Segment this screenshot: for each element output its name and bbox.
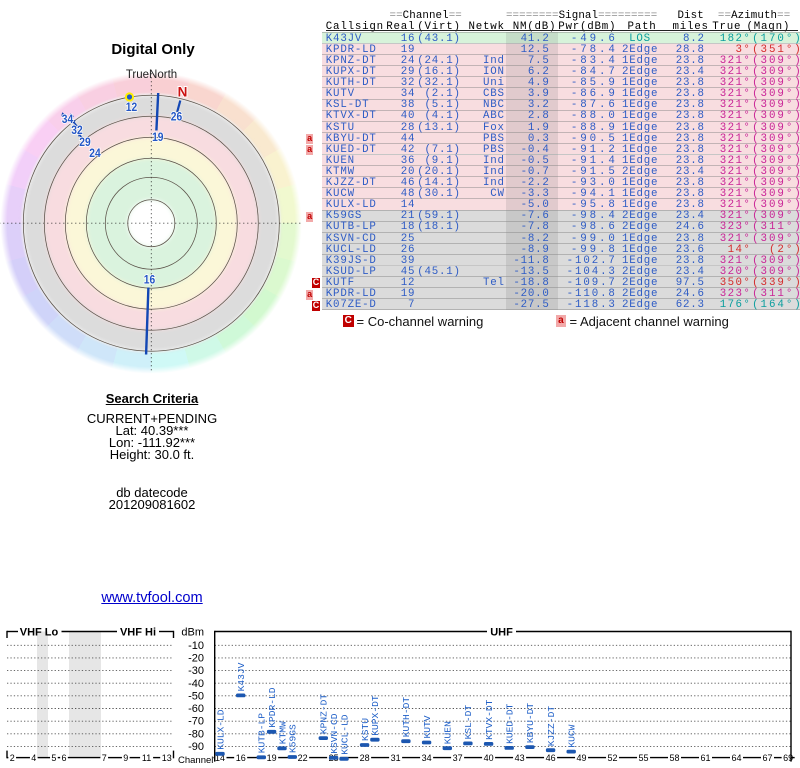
- svg-text:-60: -60: [188, 703, 204, 715]
- svg-text:6: 6: [61, 753, 66, 763]
- svg-text:KSVN-CD: KSVN-CD: [329, 713, 340, 754]
- svg-text:KSTU: KSTU: [360, 718, 371, 741]
- svg-text:31: 31: [391, 753, 401, 763]
- svg-text:34: 34: [62, 112, 74, 126]
- svg-text:KSL-DT: KSL-DT: [463, 705, 474, 740]
- svg-text:46: 46: [546, 753, 556, 763]
- svg-text:VHF Lo: VHF Lo: [20, 626, 59, 638]
- svg-text:40: 40: [484, 753, 494, 763]
- svg-text:dBm: dBm: [181, 626, 204, 638]
- svg-text:34: 34: [422, 753, 432, 763]
- svg-text:-40: -40: [188, 678, 204, 690]
- svg-text:KUED-DT: KUED-DT: [505, 703, 516, 744]
- svg-text:KBYU-DT: KBYU-DT: [525, 703, 536, 744]
- svg-text:16: 16: [236, 753, 246, 763]
- svg-text:49: 49: [576, 753, 586, 763]
- svg-text:-10: -10: [188, 640, 204, 652]
- svg-text:Channel: Channel: [178, 755, 213, 766]
- svg-text:64: 64: [731, 753, 741, 763]
- svg-text:13: 13: [162, 753, 172, 763]
- svg-text:N: N: [178, 85, 188, 100]
- svg-text:16: 16: [144, 273, 156, 287]
- svg-text:24: 24: [89, 146, 101, 160]
- svg-text:KPDR-LD: KPDR-LD: [267, 687, 278, 728]
- svg-text:14: 14: [215, 753, 225, 763]
- svg-text:KTVX-DT: KTVX-DT: [484, 699, 495, 740]
- svg-text:KPNZ-DT: KPNZ-DT: [319, 694, 330, 735]
- svg-text:KUCW: KUCW: [567, 724, 578, 747]
- svg-text:UHF: UHF: [490, 626, 513, 638]
- svg-text:-70: -70: [188, 716, 204, 728]
- svg-text:KUEN: KUEN: [443, 721, 454, 744]
- svg-text:4: 4: [31, 753, 36, 763]
- svg-text:KJZZ-DT: KJZZ-DT: [546, 706, 557, 747]
- svg-text:KUTV: KUTV: [422, 715, 433, 738]
- svg-text:37: 37: [453, 753, 463, 763]
- svg-text:-90: -90: [188, 741, 204, 753]
- svg-text:K59GS: K59GS: [288, 724, 299, 753]
- svg-text:VHF Hi: VHF Hi: [120, 626, 156, 638]
- svg-text:22: 22: [298, 753, 308, 763]
- svg-text:5: 5: [51, 753, 56, 763]
- svg-text:-20: -20: [188, 653, 204, 665]
- svg-text:29: 29: [79, 135, 91, 149]
- svg-text:K43JV: K43JV: [236, 662, 247, 691]
- svg-text:67: 67: [762, 753, 772, 763]
- svg-text:-50: -50: [188, 691, 204, 703]
- svg-text:9: 9: [123, 753, 128, 763]
- svg-text:55: 55: [638, 753, 648, 763]
- svg-text:2: 2: [10, 753, 15, 763]
- svg-text:58: 58: [669, 753, 679, 763]
- svg-text:19: 19: [267, 753, 277, 763]
- svg-text:KUTB-LP: KUTB-LP: [257, 713, 268, 754]
- svg-text:19: 19: [152, 130, 164, 144]
- svg-text:KULX-LD: KULX-LD: [215, 709, 226, 750]
- svg-text:11: 11: [142, 753, 151, 763]
- svg-text:52: 52: [607, 753, 617, 763]
- svg-text:KUPX-DT: KUPX-DT: [370, 695, 381, 736]
- svg-text:KUCL-LD: KUCL-LD: [339, 714, 350, 755]
- svg-text:-80: -80: [188, 728, 204, 740]
- svg-text:-30: -30: [188, 665, 204, 677]
- svg-text:TrueNorth: TrueNorth: [126, 69, 177, 81]
- svg-text:7: 7: [102, 753, 107, 763]
- svg-text:26: 26: [171, 110, 183, 124]
- svg-text:61: 61: [700, 753, 710, 763]
- svg-text:32: 32: [71, 123, 83, 137]
- svg-text:43: 43: [515, 753, 525, 763]
- svg-text:12: 12: [126, 100, 138, 114]
- svg-text:69: 69: [783, 753, 793, 763]
- svg-text:KTMW: KTMW: [277, 721, 288, 744]
- svg-text:KUTH-DT: KUTH-DT: [401, 697, 412, 738]
- svg-text:28: 28: [360, 753, 370, 763]
